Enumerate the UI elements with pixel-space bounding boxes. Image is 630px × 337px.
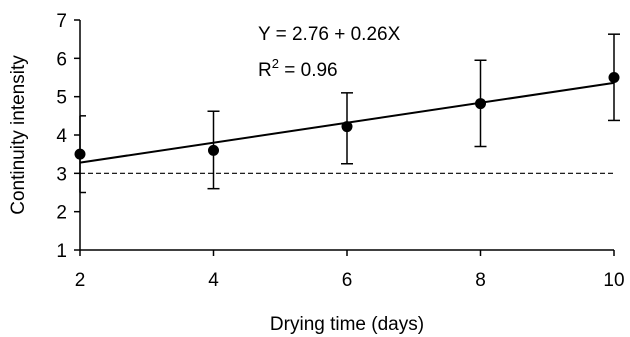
y-tick-label: 4 (56, 126, 67, 147)
error-bars (79, 33, 620, 194)
y-tick-label: 5 (56, 88, 67, 109)
axes (74, 19, 615, 256)
data-point (341, 121, 353, 133)
r-squared-value: = 0.96 (279, 60, 338, 81)
y-tick-label: 7 (56, 11, 67, 32)
r-squared-label: R2 = 0.96 (258, 56, 338, 81)
y-axis-title: Continuity intensity (8, 55, 29, 215)
data-point (208, 144, 219, 156)
data-point (475, 98, 486, 110)
y-tick-label: 3 (56, 164, 67, 185)
regression-equation: Y = 2.76 + 0.26X (258, 24, 401, 45)
data-point (74, 148, 86, 160)
y-tick-label: 1 (56, 241, 67, 262)
x-tick-label: 10 (603, 270, 624, 291)
data-point (608, 72, 620, 83)
r-squared-prefix: R (258, 60, 272, 81)
y-tick-label: 2 (56, 203, 67, 224)
x-tick-label: 2 (75, 270, 86, 291)
y-tick-label: 6 (56, 49, 67, 70)
r-squared-sup: 2 (272, 56, 279, 71)
x-tick-label: 6 (342, 270, 353, 291)
x-tick-label: 8 (475, 270, 486, 291)
x-axis-title: Drying time (days) (270, 314, 424, 335)
x-tick-label: 4 (208, 270, 219, 291)
data-points (74, 72, 620, 160)
